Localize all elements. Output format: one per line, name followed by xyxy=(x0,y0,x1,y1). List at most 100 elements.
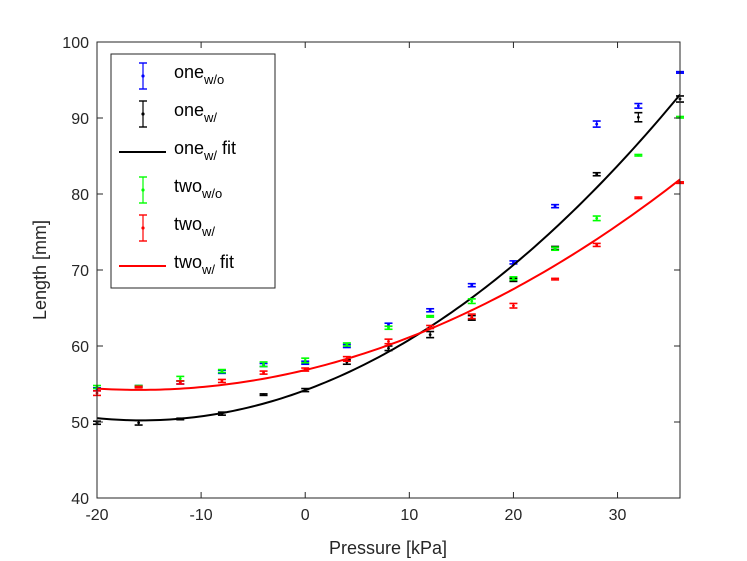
point-marker xyxy=(345,343,349,346)
point-marker xyxy=(595,122,599,126)
point-marker xyxy=(470,299,474,303)
legend-marker xyxy=(141,112,145,116)
legend-label-sub: w/ xyxy=(201,224,215,239)
data-point xyxy=(592,171,601,177)
data-point xyxy=(509,276,518,281)
x-tick-label: 30 xyxy=(609,507,627,524)
legend-item: onew/o xyxy=(139,62,224,90)
data-point xyxy=(259,370,268,375)
data-point xyxy=(217,368,226,374)
data-point xyxy=(134,385,143,389)
legend-label-sub: w/ xyxy=(201,262,215,277)
point-marker xyxy=(262,371,265,374)
point-marker xyxy=(262,362,265,366)
data-point xyxy=(342,342,351,347)
point-marker xyxy=(470,314,474,318)
x-tick-label: -10 xyxy=(190,507,213,524)
legend-label-sub: w/o xyxy=(201,186,222,201)
legend-label-main: one xyxy=(174,138,204,158)
point-marker xyxy=(636,115,640,119)
axes-layer: -20 -10 0 10 20 30 40 50 60 70 80 90 100 xyxy=(62,35,681,524)
data-point xyxy=(259,393,268,397)
legend-label: onew/o xyxy=(174,62,224,87)
legend-label-suffix: fit xyxy=(217,138,236,158)
fit-line xyxy=(96,178,681,391)
legend-label-main: one xyxy=(174,100,204,120)
legend-label: twow/ xyxy=(174,214,215,239)
point-marker xyxy=(636,153,640,157)
legend-label-sub: w/o xyxy=(203,72,224,87)
data-point xyxy=(634,111,643,123)
x-axis-label: Pressure [kPa] xyxy=(329,538,447,558)
point-marker xyxy=(303,359,307,362)
data-point xyxy=(426,307,435,313)
point-marker xyxy=(387,340,390,343)
data-point xyxy=(551,246,560,252)
y-tick-label: 80 xyxy=(71,187,89,204)
point-marker xyxy=(220,369,224,373)
y-tick-label: 60 xyxy=(71,339,89,356)
point-marker xyxy=(428,308,432,312)
y-tick-label: 50 xyxy=(71,415,89,432)
point-marker xyxy=(512,304,515,308)
x-tick-label: 0 xyxy=(301,507,310,524)
legend-label-main: one xyxy=(174,62,204,82)
point-marker xyxy=(137,421,141,425)
point-marker xyxy=(595,243,599,247)
point-marker xyxy=(595,216,599,220)
point-marker xyxy=(220,379,224,383)
y-tick-label: 70 xyxy=(71,263,89,280)
data-point xyxy=(592,215,601,222)
legend-marker xyxy=(141,226,145,230)
legend-item: onew/ fit xyxy=(119,138,236,163)
point-marker xyxy=(553,277,557,281)
data-point xyxy=(467,298,476,305)
data-point xyxy=(509,302,518,309)
legend-item: onew/ xyxy=(139,100,217,128)
point-marker xyxy=(636,104,640,108)
data-point xyxy=(426,330,435,339)
data-point xyxy=(384,325,393,331)
y-tick-label: 40 xyxy=(71,491,89,508)
legend-label-sub: w/ xyxy=(203,110,217,125)
data-point xyxy=(634,153,643,157)
data-point xyxy=(592,242,601,248)
data-point xyxy=(551,203,560,209)
x-tick-label: -20 xyxy=(85,507,108,524)
data-point xyxy=(301,357,310,364)
legend-box xyxy=(110,53,276,289)
data-point xyxy=(259,361,268,368)
data-point xyxy=(426,314,435,318)
legend-item: twow/ fit xyxy=(119,252,234,277)
series-5 xyxy=(96,178,681,391)
legend-label: onew/ fit xyxy=(174,138,236,163)
data-point xyxy=(467,282,476,288)
series-2 xyxy=(96,94,681,422)
point-marker xyxy=(262,393,265,397)
point-marker xyxy=(512,276,515,280)
legend-marker xyxy=(141,188,145,192)
legend-label-main: two xyxy=(174,214,202,234)
data-point xyxy=(176,380,185,385)
legend-label-main: two xyxy=(174,252,202,272)
point-marker xyxy=(636,196,640,200)
point-marker xyxy=(595,172,599,176)
x-tick-label: 10 xyxy=(400,507,418,524)
legend-item: twow/o xyxy=(139,176,222,204)
data-point xyxy=(551,277,560,281)
legend-label-suffix: fit xyxy=(215,252,234,272)
point-marker xyxy=(553,204,557,208)
point-marker xyxy=(137,385,141,389)
legend-marker xyxy=(141,74,145,78)
data-point xyxy=(592,120,601,128)
point-marker xyxy=(553,247,557,251)
point-marker xyxy=(428,314,432,318)
legend-label-main: two xyxy=(174,176,202,196)
point-marker xyxy=(387,326,390,330)
y-tick-label: 100 xyxy=(62,35,89,52)
data-point xyxy=(634,196,643,200)
fit-line xyxy=(96,94,681,422)
x-tick-label: 20 xyxy=(505,507,523,524)
point-marker xyxy=(387,346,390,350)
